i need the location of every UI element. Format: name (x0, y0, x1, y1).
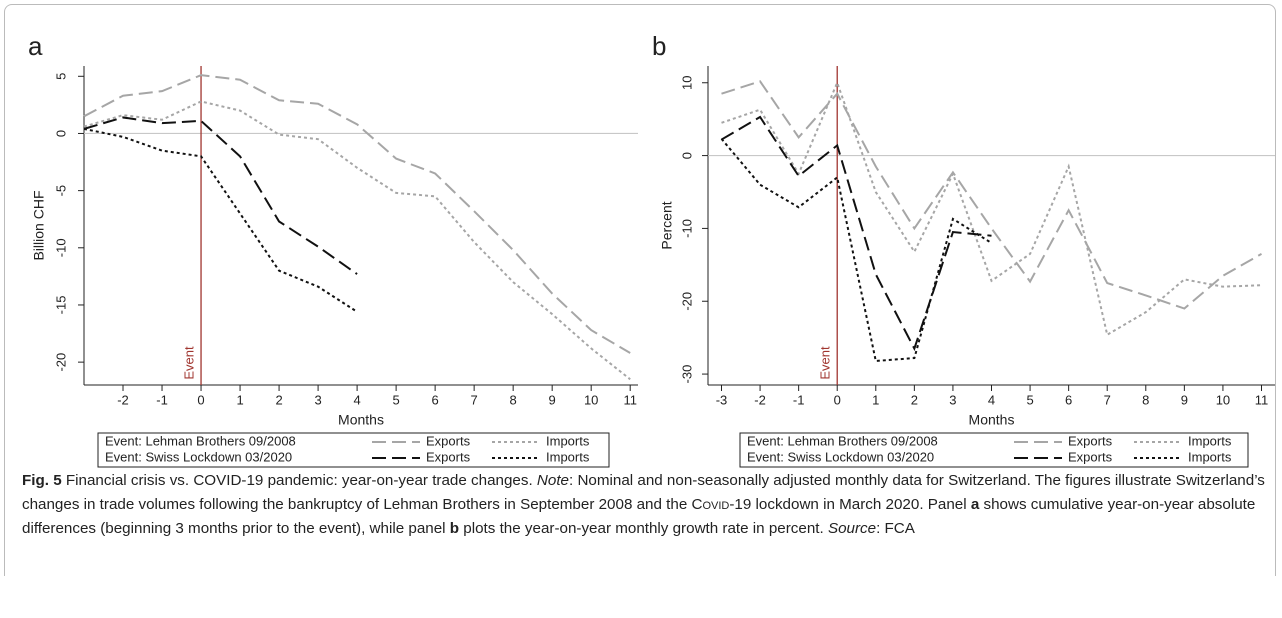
legend-label: Exports (1068, 433, 1113, 448)
x-tick-label: 7 (471, 392, 478, 407)
caption-text: Note (536, 472, 569, 489)
caption-text: b (449, 520, 460, 537)
legend-group-label: Event: Lehman Brothers 09/2008 (747, 433, 938, 448)
x-tick-label: -1 (793, 392, 805, 407)
x-tick-label: 9 (1181, 392, 1188, 407)
series-line (83, 127, 358, 313)
event-label: Event (181, 346, 196, 380)
caption-text: shows cumulative year-on-year absolute d… (22, 496, 1256, 537)
x-tick-label: -1 (156, 392, 168, 407)
y-axis-title: Billion CHF (31, 190, 47, 260)
y-tick-label: -5 (53, 185, 68, 197)
y-tick-label: -10 (679, 219, 694, 238)
caption: Fig. 5 Financial crisis vs. COVID-19 pan… (22, 469, 1272, 541)
x-tick-label: 3 (314, 392, 321, 407)
x-tick-label: -2 (754, 392, 766, 407)
y-tick-label: -15 (53, 296, 68, 315)
legend-label: Imports (546, 449, 590, 464)
y-axis-title: Percent (659, 201, 675, 249)
y-tick-label: -20 (679, 292, 694, 311)
figure-frame (4, 4, 1276, 576)
series-line (83, 74, 631, 354)
series-line (721, 80, 1262, 310)
legend-box (97, 432, 610, 468)
x-tick-label: 5 (1026, 392, 1033, 407)
y-tick-label: 10 (679, 76, 694, 90)
y-tick-label: -20 (53, 353, 68, 372)
series-line (83, 100, 631, 381)
legend-box (739, 432, 1249, 468)
event-label: Event (818, 346, 833, 380)
caption-text: Fig. 5 (22, 472, 62, 489)
legend-label: Exports (426, 449, 471, 464)
x-tick-label: 8 (1142, 392, 1149, 407)
x-tick-label: 4 (988, 392, 995, 407)
x-tick-label: 2 (911, 392, 918, 407)
x-tick-label: -2 (117, 392, 129, 407)
y-tick-label: -10 (53, 238, 68, 257)
x-tick-label: 0 (197, 392, 204, 407)
legend-group-label: Event: Swiss Lockdown 03/2020 (105, 449, 292, 464)
series-line (83, 116, 358, 275)
x-tick-label: 4 (353, 392, 360, 407)
x-tick-label: 11 (623, 392, 637, 407)
panel-label: b (652, 31, 666, 61)
x-tick-label: -3 (716, 392, 728, 407)
x-tick-label: 7 (1104, 392, 1111, 407)
y-tick-label: 5 (53, 73, 68, 80)
caption-text: a (970, 496, 980, 513)
x-tick-label: 11 (1255, 392, 1269, 407)
caption-text: plots the year-on-year monthly growth ra… (459, 520, 828, 537)
legend-label: Imports (546, 433, 590, 448)
caption-text: Financial crisis vs. COVID-19 pandemic: … (61, 472, 537, 489)
caption-text: Source (827, 520, 877, 537)
caption-text: : Nominal and non-seasonally adjusted mo… (22, 472, 1265, 513)
x-tick-label: 1 (872, 392, 879, 407)
x-tick-label: 6 (432, 392, 439, 407)
y-tick-label: -30 (679, 365, 694, 384)
caption-text: lockdown in March 2020. Panel (751, 496, 971, 513)
series-line (721, 79, 1262, 337)
series-line (720, 138, 993, 363)
legend-group-label: Event: Swiss Lockdown 03/2020 (747, 449, 934, 464)
y-tick-label: 0 (679, 152, 694, 159)
x-tick-label: 2 (275, 392, 282, 407)
legend-label: Imports (1188, 449, 1232, 464)
x-tick-label: 6 (1065, 392, 1072, 407)
series-line (720, 115, 992, 352)
legend-group-label: Event: Lehman Brothers 09/2008 (105, 433, 296, 448)
x-tick-label: 0 (834, 392, 841, 407)
legend-label: Exports (426, 433, 471, 448)
caption-text: : FCA (876, 520, 915, 537)
legend-label: Imports (1188, 433, 1232, 448)
x-tick-label: 8 (510, 392, 517, 407)
x-tick-label: 3 (949, 392, 956, 407)
panel-label: a (28, 31, 43, 61)
legend-label: Exports (1068, 449, 1113, 464)
caption-text: Covid-19 (691, 496, 752, 513)
x-tick-label: 10 (584, 392, 598, 407)
x-axis-title: Months (338, 412, 384, 428)
x-axis-title: Months (969, 412, 1015, 428)
x-tick-label: 1 (236, 392, 243, 407)
y-tick-label: 0 (53, 130, 68, 137)
x-tick-label: 10 (1216, 392, 1230, 407)
x-tick-label: 5 (392, 392, 399, 407)
x-tick-label: 9 (549, 392, 556, 407)
